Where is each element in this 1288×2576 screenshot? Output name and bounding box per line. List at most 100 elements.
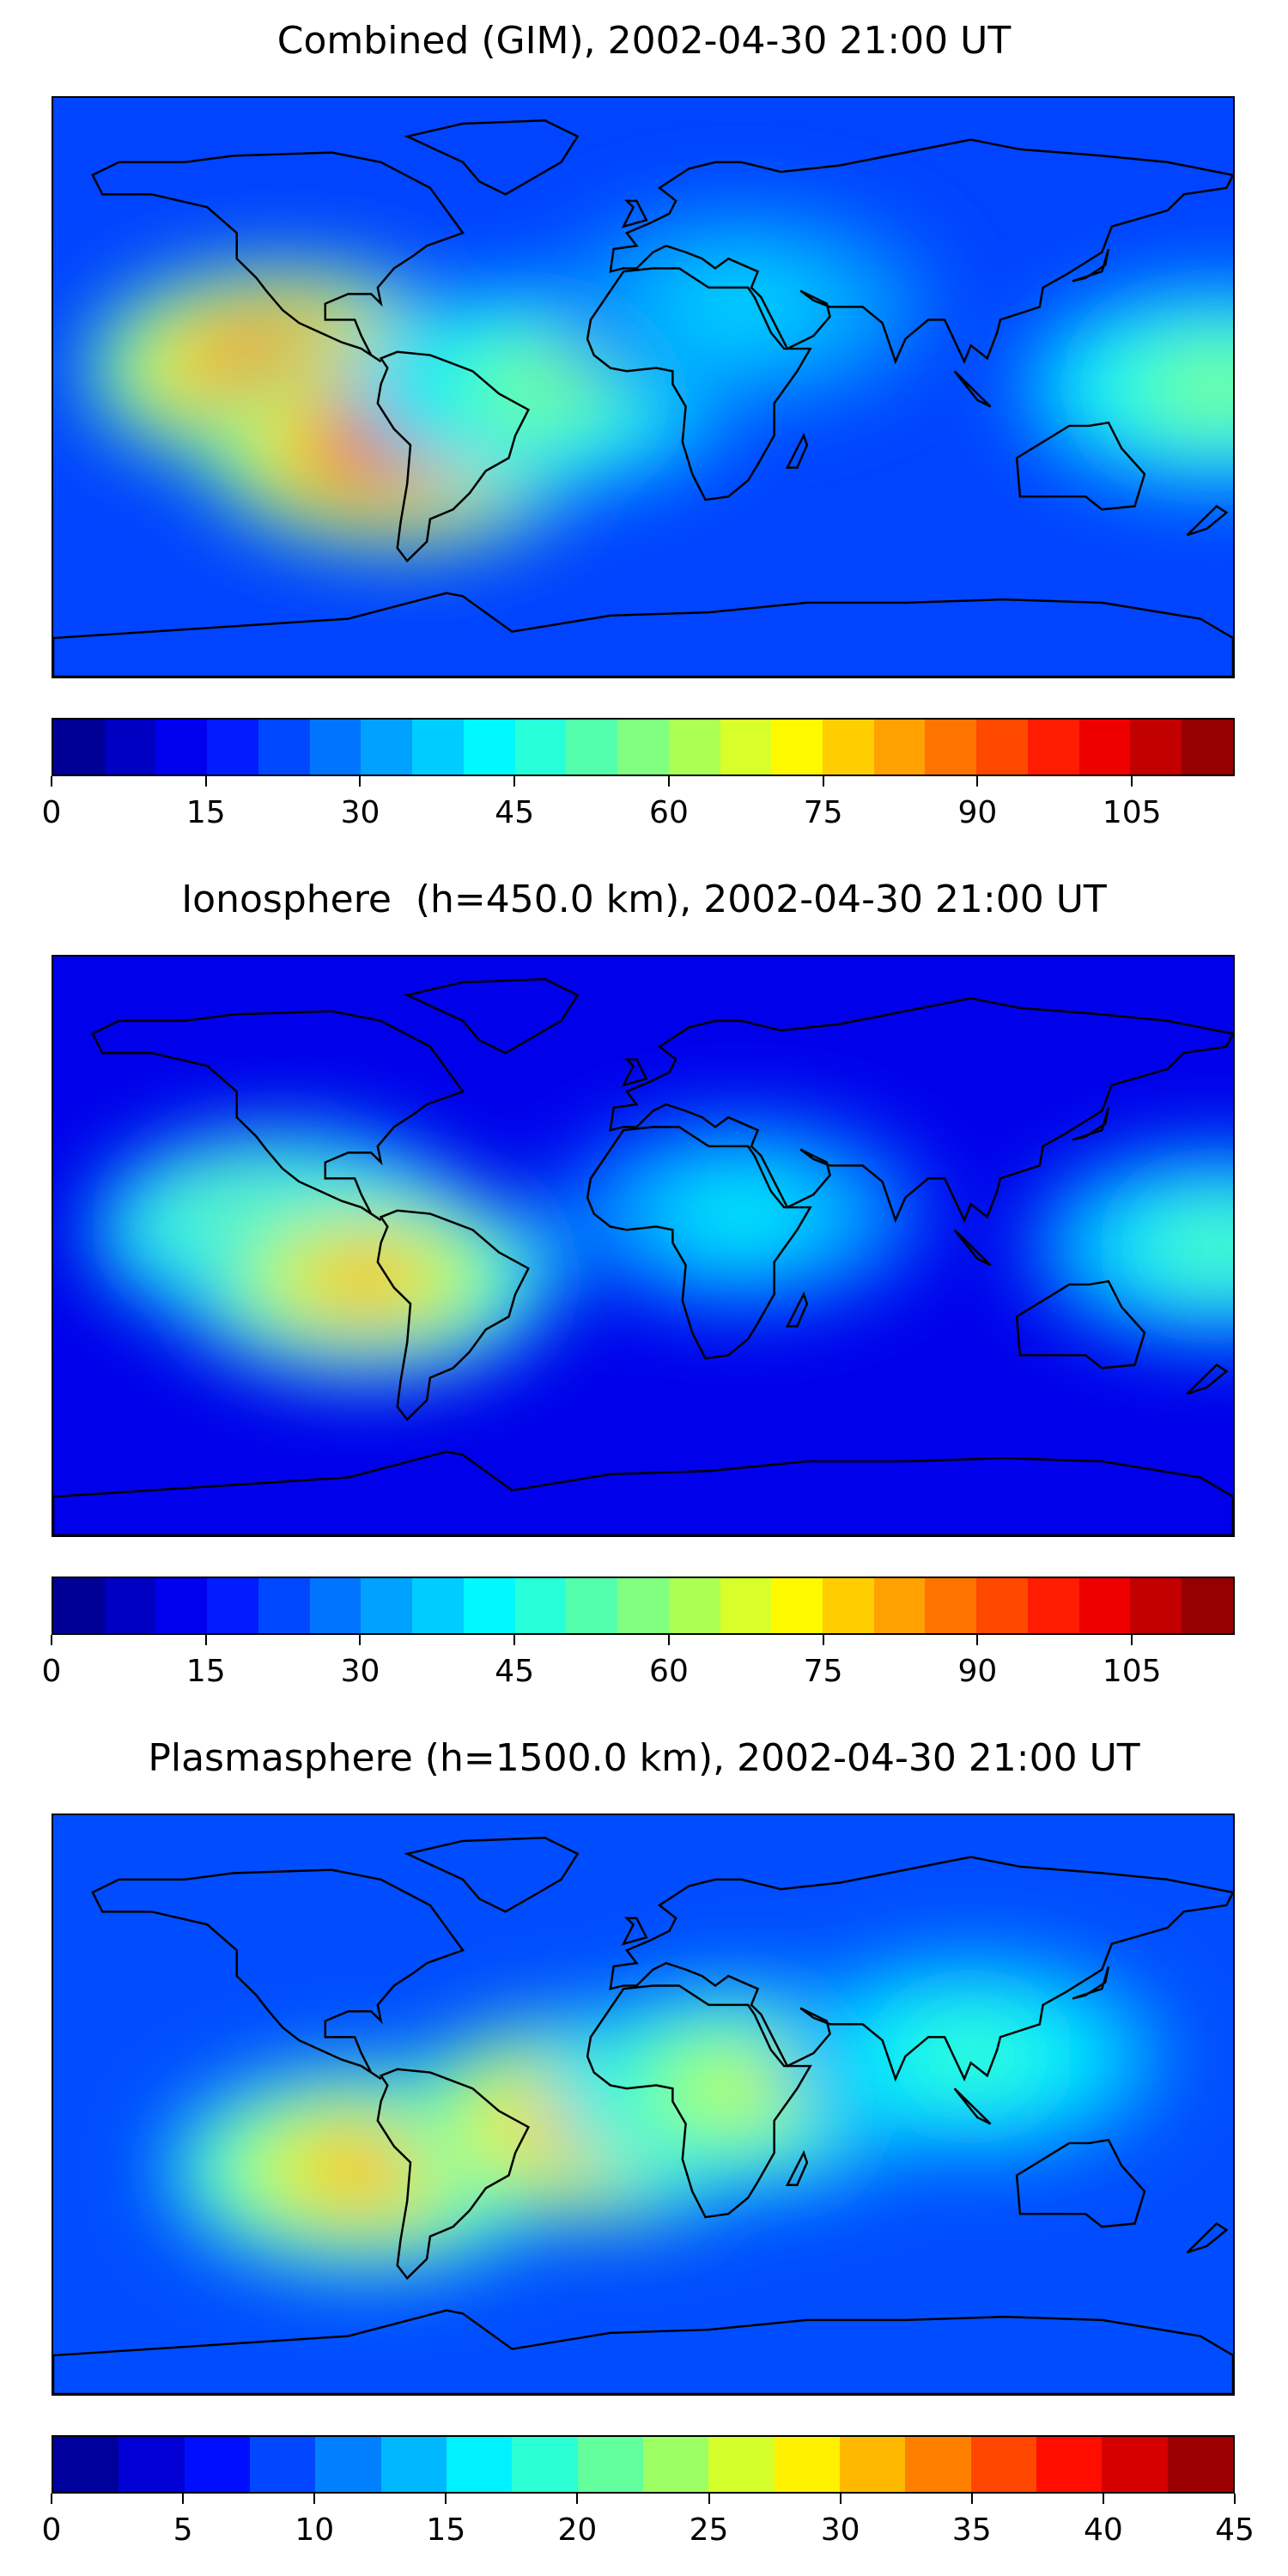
coastline xyxy=(1015,2138,1146,2228)
colorbar-tick xyxy=(445,2494,447,2504)
colorbar-tick-label: 35 xyxy=(951,2512,992,2548)
colorbar-segment xyxy=(976,1578,1028,1633)
colorbar-tick-label: 5 xyxy=(173,2512,193,2548)
colorbar-tick-label: 60 xyxy=(649,1654,689,1689)
colorbar-segment xyxy=(873,1578,926,1633)
colorbar-tick xyxy=(970,2494,973,2504)
field-hotspot xyxy=(702,1193,781,1235)
colorbar-tick xyxy=(359,776,361,787)
colorbar-segment xyxy=(315,2437,381,2492)
colorbar-tick-label: 75 xyxy=(803,795,843,830)
field-hotspot xyxy=(702,286,781,328)
colorbar-segment xyxy=(1167,2437,1233,2492)
colorbar-tick xyxy=(839,2494,841,2504)
colorbar-segment xyxy=(668,720,720,775)
colorbar-segment xyxy=(771,720,823,775)
colorbar-tick xyxy=(1102,2494,1104,2504)
colorbar-tick-label: 90 xyxy=(957,795,998,830)
colorbar-segment xyxy=(823,1578,874,1633)
coastline xyxy=(1015,421,1146,511)
panel-combined: Combined (GIM), 2002-04-30 21:00 UT 0 15 3… xyxy=(0,0,1288,859)
colorbar-segment xyxy=(925,1578,977,1633)
colorbar-segment xyxy=(577,2437,643,2492)
colorbar-segment xyxy=(970,2437,1036,2492)
heatmap-map xyxy=(52,96,1235,678)
colorbar-tick-label: 45 xyxy=(1215,2512,1255,2548)
coastline xyxy=(621,1917,648,1946)
colorbar-segment xyxy=(512,2437,578,2492)
colorbar-tick xyxy=(976,776,979,787)
colorbar-segment xyxy=(361,1578,413,1633)
colorbar-segment xyxy=(1102,2437,1168,2492)
heatmap-field xyxy=(53,957,1233,1535)
coastline xyxy=(1015,1279,1146,1370)
colorbar-tick xyxy=(822,776,824,787)
coastline xyxy=(785,1291,809,1327)
colorbar-segment xyxy=(412,720,464,775)
colorbar-segment xyxy=(617,720,669,775)
colorbar-tick-label: 45 xyxy=(495,1654,535,1689)
colorbar-segment xyxy=(1130,720,1182,775)
coastline xyxy=(1186,2221,1229,2254)
colorbar-segment xyxy=(839,2437,906,2492)
field-hotspot xyxy=(325,2148,404,2190)
colorbar-segment xyxy=(309,720,361,775)
colorbar-tick xyxy=(51,776,52,787)
chart-title: Plasmasphere (h=1500.0 km), 2002-04-30 2… xyxy=(148,1736,1140,1780)
colorbar xyxy=(52,2435,1235,2494)
coastline xyxy=(1186,1363,1229,1395)
coastline xyxy=(1186,504,1229,537)
colorbar-tick-label: 15 xyxy=(185,795,226,830)
coastline xyxy=(1072,248,1110,283)
colorbar-tick-label: 30 xyxy=(340,1654,380,1689)
colorbar-segment xyxy=(309,1578,361,1633)
coastline xyxy=(376,350,531,563)
colorbar-tick xyxy=(204,1635,207,1645)
colorbar-segment xyxy=(823,720,874,775)
colorbar-segment xyxy=(1130,1578,1182,1633)
field-hotspot xyxy=(325,1257,404,1299)
colorbar-tick-label: 75 xyxy=(803,1654,843,1689)
coastline xyxy=(586,267,812,501)
colorbar-tick-label: 105 xyxy=(1102,1654,1162,1689)
colorbar-segment xyxy=(1027,720,1079,775)
colorbar-tick xyxy=(513,776,516,787)
field-hotspot xyxy=(505,367,585,408)
coastline xyxy=(404,977,580,1054)
colorbar-tick-label: 15 xyxy=(426,2512,466,2548)
chart-title: Combined (GIM), 2002-04-30 21:00 UT xyxy=(276,19,1012,63)
field-hotspot xyxy=(702,2068,781,2110)
colorbar-segment xyxy=(53,2437,119,2492)
colorbar-segment xyxy=(925,720,977,775)
colorbar-segment xyxy=(207,720,258,775)
colorbar-tick xyxy=(576,2494,579,2504)
colorbar-tick-label: 30 xyxy=(340,795,380,830)
colorbar-tick-label: 0 xyxy=(41,795,62,830)
colorbar-segment xyxy=(249,2437,316,2492)
colorbar-tick-label: 25 xyxy=(689,2512,729,2548)
heatmap-field xyxy=(53,98,1233,677)
colorbar-tick xyxy=(822,1635,824,1645)
colorbar-segment xyxy=(514,720,567,775)
colorbar-segment xyxy=(155,1578,208,1633)
colorbar-tick-label: 60 xyxy=(649,795,689,830)
colorbar xyxy=(52,718,1235,776)
coastline xyxy=(621,199,648,228)
colorbar-segment xyxy=(668,1578,720,1633)
colorbar-tick-label: 0 xyxy=(41,2512,62,2548)
colorbar-segment xyxy=(1078,720,1131,775)
colorbar-segment xyxy=(617,1578,669,1633)
colorbar-segment xyxy=(976,720,1028,775)
colorbar-segment xyxy=(1182,1578,1233,1633)
colorbar-tick-label: 90 xyxy=(957,1654,998,1689)
coastline xyxy=(91,1010,465,1222)
colorbar-segment xyxy=(446,2437,513,2492)
colorbar-segment xyxy=(463,720,515,775)
colorbar-segment xyxy=(1036,2437,1103,2492)
coastline xyxy=(586,1984,812,2219)
colorbar-segment xyxy=(720,1578,772,1633)
colorbar-segment xyxy=(720,720,772,775)
colorbar-tick xyxy=(976,1635,979,1645)
colorbar-tick xyxy=(667,1635,670,1645)
colorbar-segment xyxy=(361,720,413,775)
